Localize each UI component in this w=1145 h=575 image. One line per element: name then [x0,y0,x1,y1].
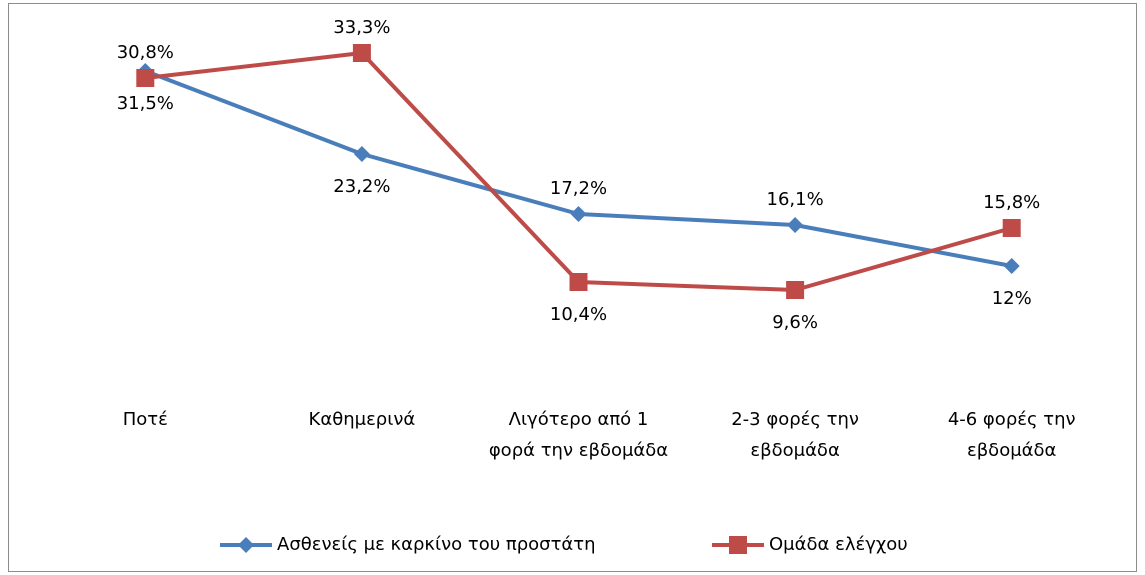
legend-label: Ασθενείς με καρκίνο του προστάτη [277,534,596,555]
x-tick-label: 2-3 φορές την εβδομάδα [731,409,859,461]
data-label: 15,8% [983,192,1040,213]
marker [1002,219,1021,237]
data-label: 17,2% [550,178,607,199]
data-label: 9,6% [772,312,818,333]
data-label: 23,2% [333,176,390,197]
x-tick-label: Ποτέ [122,409,168,430]
marker [1003,258,1020,274]
series-line [145,51,1013,292]
data-label: 30,8% [117,42,174,63]
x-tick-label: 4-6 φορές την εβδομάδα [947,409,1076,461]
data-label: 12% [992,288,1032,309]
marker [786,281,805,299]
legend-label: Ομάδα ελέγχου [769,534,908,555]
marker [570,206,587,222]
marker [136,69,155,87]
chart-border [8,3,1137,572]
legend-marker [238,537,254,553]
legend-marker [729,536,747,554]
series-line [144,69,1013,268]
data-label: 31,5% [117,93,174,114]
x-tick-label: Καθημερινά [308,409,416,430]
data-label: 16,1% [767,189,824,210]
data-label: 10,4% [550,304,607,325]
marker [787,217,804,233]
x-tick-label: Λιγότερο από 1 φορά την εβδομάδα [488,409,669,461]
data-label: 33,3% [333,17,390,38]
marker [352,44,371,62]
marker [353,146,370,162]
marker [569,273,588,291]
